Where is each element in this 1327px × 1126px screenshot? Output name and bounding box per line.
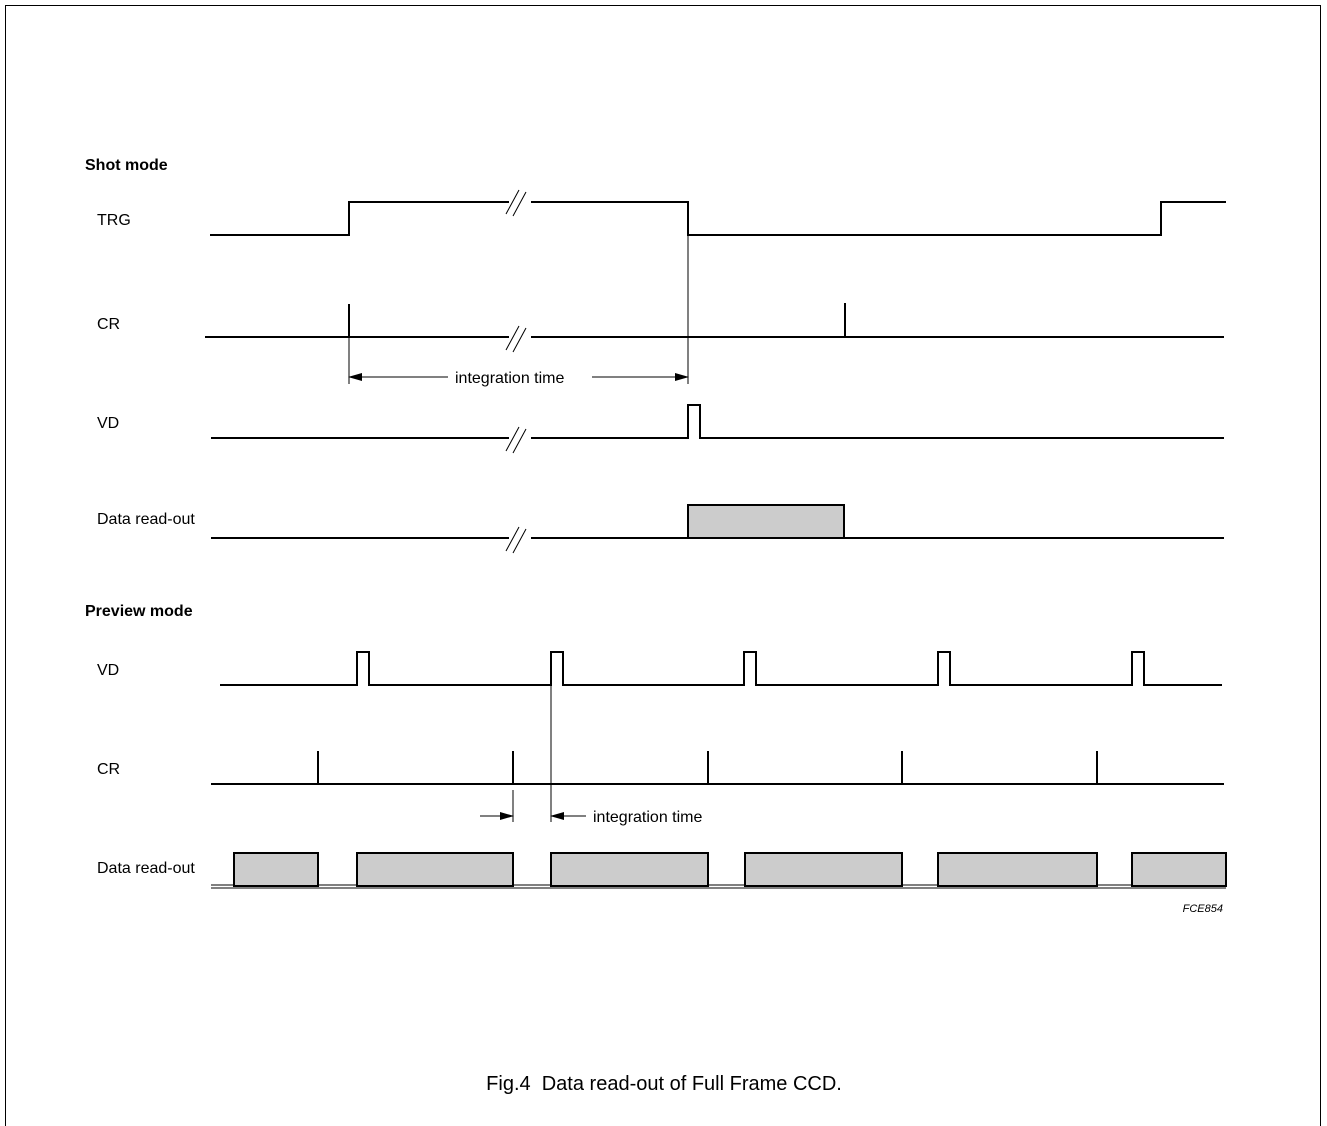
shot-trg-label: TRG bbox=[97, 212, 131, 229]
preview-data-block bbox=[356, 852, 514, 887]
figure-reference-code: FCE854 bbox=[1183, 903, 1223, 915]
preview-data-block bbox=[937, 852, 1098, 887]
preview-integration-label: integration time bbox=[593, 809, 702, 826]
shot-cr-label: CR bbox=[97, 316, 120, 333]
shot-data-block bbox=[687, 504, 845, 539]
preview-data-block bbox=[550, 852, 709, 887]
shot-vd-label: VD bbox=[97, 415, 119, 432]
shot-mode-heading: Shot mode bbox=[85, 157, 168, 174]
preview-cr-label: CR bbox=[97, 761, 120, 778]
break-marks bbox=[505, 189, 531, 554]
preview-data-block bbox=[744, 852, 903, 887]
figure-frame bbox=[5, 5, 1321, 1126]
preview-cr-waveform bbox=[211, 751, 1224, 785]
preview-vd-label: VD bbox=[97, 662, 119, 679]
preview-data-block bbox=[1131, 852, 1227, 887]
shot-integration-dimension bbox=[348, 235, 689, 384]
preview-integration-dimension bbox=[480, 685, 586, 822]
shot-vd-waveform bbox=[211, 404, 1224, 439]
preview-data-blocks bbox=[233, 852, 1227, 887]
preview-data-block bbox=[233, 852, 319, 887]
preview-mode-heading: Preview mode bbox=[85, 603, 193, 620]
shot-integration-label: integration time bbox=[455, 370, 564, 387]
shot-cr-waveform bbox=[205, 303, 1224, 338]
shot-trg-waveform bbox=[210, 201, 1226, 236]
preview-data-label: Data read-out bbox=[97, 860, 195, 877]
figure-caption: Fig.4 Data read-out of Full Frame CCD. bbox=[486, 1073, 842, 1095]
preview-vd-waveform bbox=[220, 651, 1222, 686]
shot-data-label: Data read-out bbox=[97, 511, 195, 528]
